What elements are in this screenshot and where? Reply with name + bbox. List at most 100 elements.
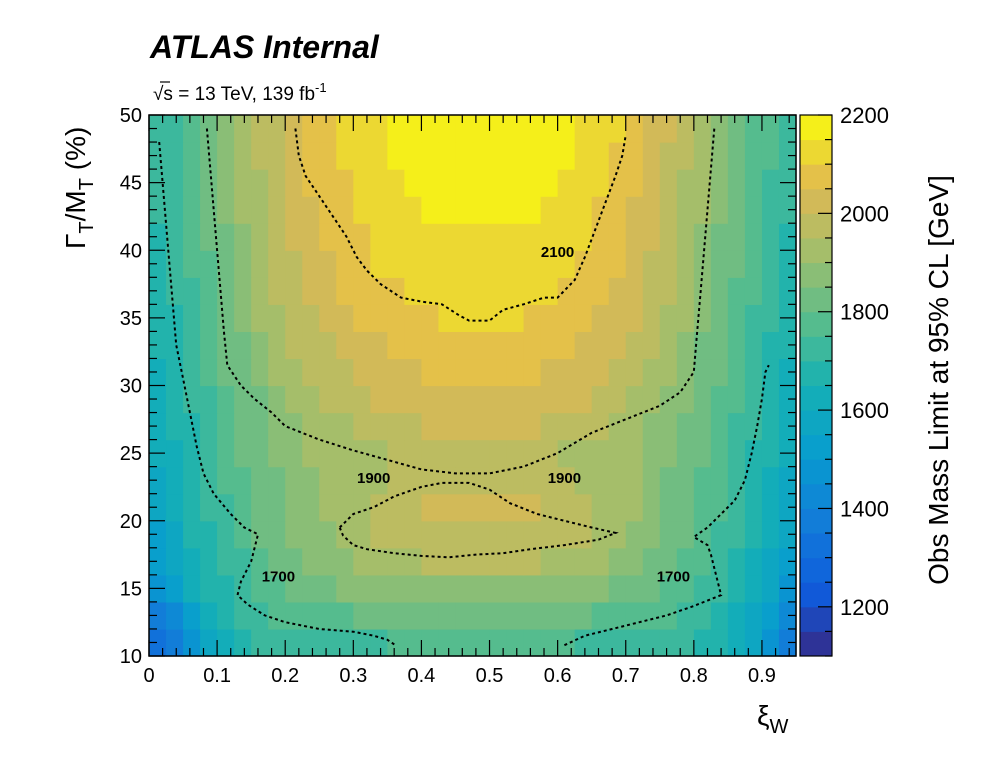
heatmap-cell [302, 223, 320, 251]
heatmap-cell [761, 358, 780, 387]
color-scale-step [800, 336, 832, 362]
heatmap-cell [183, 520, 201, 549]
heatmap-cell [353, 574, 371, 603]
heatmap-cell [183, 385, 201, 414]
heatmap-cell [608, 628, 627, 657]
heatmap-cell [744, 142, 763, 170]
heatmap-cell [761, 277, 780, 305]
heatmap-cell [438, 385, 457, 414]
heatmap-cell [200, 412, 218, 441]
color-scale-step [800, 483, 832, 509]
x-tick-label: 0.6 [544, 665, 572, 687]
heatmap-cell [506, 304, 525, 332]
heatmap-cell [183, 277, 201, 305]
heatmap-cell [761, 601, 780, 630]
heatmap-cell [455, 466, 474, 495]
heatmap-cell [421, 223, 440, 251]
heatmap-cell [608, 547, 627, 576]
heatmap-cell [557, 331, 576, 360]
heatmap-cell [302, 439, 320, 468]
z-tick-label: 1400 [840, 497, 889, 522]
heatmap-cell [319, 547, 337, 576]
heatmap-cell [625, 196, 644, 224]
x-label-sub: W [770, 716, 789, 738]
heatmap-cell [761, 169, 780, 197]
heatmap-cell [302, 115, 320, 143]
heatmap-cell [421, 601, 440, 630]
heatmap-cell [234, 601, 252, 630]
heatmap-cell [217, 412, 235, 441]
heatmap-cell [251, 250, 269, 278]
heatmap-cell [166, 520, 184, 549]
heatmap-cell [659, 493, 678, 522]
heatmap-cell [523, 142, 542, 170]
heatmap-cell [778, 628, 797, 657]
heatmap-cell [523, 601, 542, 630]
heatmap-cell [693, 601, 712, 630]
heatmap-cell [557, 142, 576, 170]
axes: 0 0.1 0.2 0.3 0.4 0.5 0.6 0.7 0.8 0.9 10 15 20 25 30 35… [120, 105, 796, 687]
heatmap-cell [421, 277, 440, 305]
y-label-sub2: T [76, 178, 98, 190]
heatmap-cell [268, 223, 286, 251]
heatmap-cell [404, 412, 423, 441]
heatmap-cell [251, 169, 269, 197]
heatmap-cell [676, 169, 695, 197]
heatmap-cell [676, 331, 695, 360]
heatmap-cell [319, 493, 337, 522]
x-tick-label: 0.5 [476, 665, 504, 687]
heatmap-cell [404, 304, 423, 332]
heatmap-cell [744, 304, 763, 332]
heatmap-cell [353, 169, 371, 197]
heatmap-cell [217, 466, 235, 495]
heatmap-cell [591, 628, 610, 657]
heatmap-cell [659, 520, 678, 549]
heatmap-cell [625, 439, 644, 468]
heatmap-cell [353, 142, 371, 170]
heatmap-cell [387, 223, 405, 251]
heatmap-cell [370, 358, 388, 387]
heatmap-cell [421, 493, 440, 522]
heatmap-cell [761, 196, 780, 224]
heatmap-cell [166, 142, 184, 170]
heatmap-cell [336, 115, 354, 143]
heatmap-cell [659, 115, 678, 143]
heatmap-cell [574, 385, 593, 414]
heatmap-cell [472, 169, 491, 197]
heatmap-cell [608, 277, 627, 305]
heatmap-cell [251, 277, 269, 305]
heatmap-cell [472, 358, 491, 387]
heatmap-cell [574, 277, 593, 305]
heatmap-cell [625, 142, 644, 170]
heatmap-cell [659, 466, 678, 495]
heatmap-cell [506, 466, 525, 495]
heatmap-cell [404, 331, 423, 360]
heatmap-cell [200, 520, 218, 549]
heatmap-cell [744, 277, 763, 305]
heatmap-cell [370, 466, 388, 495]
heatmap-cell [761, 439, 780, 468]
y-tick-label: 35 [120, 308, 142, 330]
heatmap-cell [268, 331, 286, 360]
heatmap-cell [251, 358, 269, 387]
color-scale-step [800, 139, 832, 165]
heatmap-cell [336, 277, 354, 305]
heatmap-cell [166, 466, 184, 495]
chart-subtitle: √s = 13 TeV, 139 fb-1 [153, 80, 327, 105]
heatmap-cell [268, 250, 286, 278]
heatmap-cell [183, 412, 201, 441]
heatmap-cell [438, 439, 457, 468]
heatmap-cell [183, 250, 201, 278]
heatmap-cell [642, 547, 661, 576]
heatmap-cell [149, 493, 167, 522]
heatmap-cell [319, 628, 337, 657]
heatmap-cell [421, 412, 440, 441]
heatmap-cell [693, 412, 712, 441]
heatmap-cell [489, 439, 508, 468]
heatmap-cell [693, 493, 712, 522]
heatmap-cell [710, 223, 729, 251]
heatmap-cell [608, 385, 627, 414]
heatmap-cell [319, 250, 337, 278]
heatmap-cell [217, 385, 235, 414]
heatmap-cell [574, 466, 593, 495]
